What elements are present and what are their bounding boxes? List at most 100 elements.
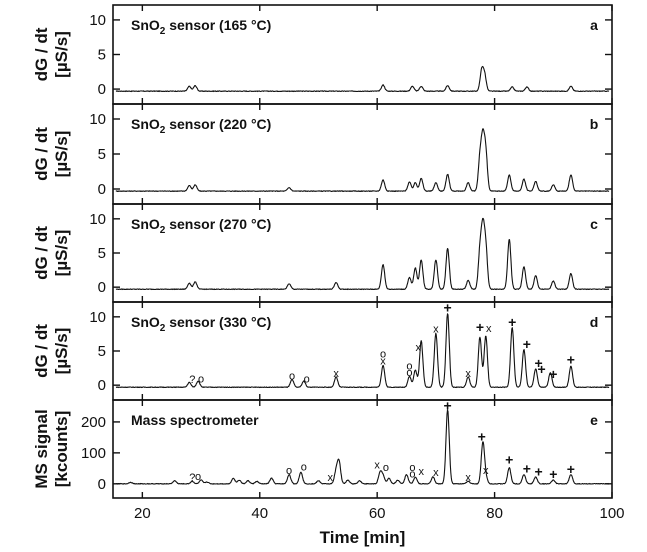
y-tick-label: 0 — [98, 81, 106, 98]
peak-marker: + — [537, 361, 545, 377]
peak-marker: + — [567, 352, 575, 368]
panel-title-rest: sensor (165 °C) — [165, 17, 271, 33]
x-tick-label: 80 — [486, 505, 503, 522]
panel-c: 0 5 10 dG / dt [µS/s] SnO2 sensor (270 °C) c — [32, 203, 613, 303]
peak-marker: + — [444, 300, 452, 316]
peak-marker: x — [374, 460, 380, 472]
peak-marker: + — [535, 464, 543, 480]
y-axis-label-unit: [kcounts] — [52, 411, 71, 488]
panel-title: SnO2 sensor (270 °C) — [131, 216, 271, 236]
y-axis-label: dG / dt [µS/s] — [32, 324, 71, 378]
peak-marker: x — [433, 467, 439, 479]
peak-marker: x — [380, 356, 386, 368]
x-axis-label: Time [min] — [320, 528, 406, 547]
panel-title-rest: sensor (330 °C) — [165, 314, 271, 330]
x-tick-label: 100 — [599, 505, 624, 522]
panel-title-main: Mass spectrometer — [131, 412, 259, 428]
peak-marker: o — [409, 462, 415, 474]
series-line — [115, 65, 610, 93]
peak-marker: + — [567, 461, 575, 477]
peak-marker: x — [333, 368, 339, 380]
series-line — [115, 313, 610, 389]
series-line — [115, 128, 610, 192]
peak-marker: + — [535, 355, 543, 371]
y-tick-label: 0 — [98, 181, 106, 198]
peak-marker: ? — [189, 374, 195, 386]
panel-title-subscript: 2 — [160, 26, 166, 37]
x-tick-label: 20 — [134, 505, 151, 522]
peak-marker: x — [486, 323, 492, 335]
peak-marker: o — [383, 462, 389, 474]
panel-title-main: SnO — [131, 314, 160, 330]
panel-title: Mass spectrometer — [131, 412, 259, 428]
peak-marker: o — [380, 349, 386, 361]
peak-marker: x — [327, 472, 333, 484]
y-axis-label-unit: [µS/s] — [52, 31, 71, 78]
y-axis-label-unit: [µS/s] — [52, 230, 71, 277]
y-axis-label: dG / dt [µS/s] — [32, 127, 71, 181]
y-tick-label: 10 — [89, 111, 106, 128]
panel-b: 0 5 10 dG / dt [µS/s] SnO2 sensor (220 °C) b — [32, 103, 613, 205]
peak-marker: o — [286, 465, 292, 477]
peak-marker: o — [409, 468, 415, 480]
x-tick-label: 40 — [251, 505, 268, 522]
panel-title: SnO2 sensor (220 °C) — [131, 116, 271, 136]
series-line — [115, 409, 610, 485]
y-axis-label-unit: [µS/s] — [52, 131, 71, 178]
y-tick-label: 10 — [89, 12, 106, 29]
y-tick-label: 200 — [81, 414, 106, 431]
peak-marker: + — [508, 314, 516, 330]
peak-marker: + — [523, 461, 531, 477]
y-axis-label-line: dG / dt — [32, 324, 51, 378]
panel-a: 0 5 10 dG / dt [µS/s] SnO2 sensor (165 °C) a — [32, 4, 613, 105]
y-tick-label: 5 — [98, 47, 106, 64]
panel-title-subscript: 2 — [160, 125, 166, 136]
panel-title: SnO2 sensor (330 °C) — [131, 314, 271, 334]
y-tick-label: 0 — [98, 476, 106, 493]
panel-frame — [112, 399, 613, 499]
peak-marker: + — [476, 319, 484, 335]
panel-title-main: SnO — [131, 216, 160, 232]
peak-marker: o — [406, 360, 412, 372]
x-axis: 20 40 60 80 100 — [134, 505, 625, 522]
peak-marker: + — [478, 428, 486, 444]
panel-title-main: SnO — [131, 116, 160, 132]
panel-title-rest: sensor (220 °C) — [165, 116, 271, 132]
peak-marker: o — [198, 373, 204, 385]
peak-marker: o — [289, 371, 295, 383]
peak-marker: o — [195, 471, 201, 483]
panel-e: 0 100 200 MS signal [kcounts] Mass spectromet… — [32, 397, 613, 499]
y-tick-label: 0 — [98, 279, 106, 296]
peak-marker: + — [549, 466, 557, 482]
x-tick-label: 60 — [369, 505, 386, 522]
peak-marker: x — [433, 323, 439, 335]
panel-letter: c — [590, 216, 598, 232]
y-axis-label-line: MS signal — [32, 409, 51, 488]
y-tick-label: 5 — [98, 245, 106, 262]
y-axis-label-line: dG / dt — [32, 27, 51, 81]
peak-marker: x — [418, 466, 424, 478]
y-axis-label: dG / dt [µS/s] — [32, 226, 71, 280]
y-axis-label-unit: [µS/s] — [52, 328, 71, 375]
y-tick-label: 5 — [98, 343, 106, 360]
panel-title-rest: sensor (270 °C) — [165, 216, 271, 232]
peak-marker: + — [444, 397, 452, 413]
peak-marker: x — [483, 465, 489, 477]
panel-title: SnO2 sensor (165 °C) — [131, 17, 271, 37]
peak-marker: o — [304, 373, 310, 385]
panel-title-subscript: 2 — [160, 225, 166, 236]
peak-marker: x — [465, 368, 471, 380]
panel-letter: d — [590, 314, 599, 330]
y-axis-label: MS signal [kcounts] — [32, 409, 71, 488]
peak-marker: o — [301, 461, 307, 473]
peak-marker: x — [416, 342, 422, 354]
peak-marker: + — [523, 336, 531, 352]
panel-title-subscript: 2 — [160, 323, 166, 334]
y-tick-label: 10 — [89, 211, 106, 228]
y-tick-label: 0 — [98, 377, 106, 394]
panel-title-main: SnO — [131, 17, 160, 33]
series-line — [115, 217, 610, 291]
y-axis-label-line: dG / dt — [32, 127, 51, 181]
